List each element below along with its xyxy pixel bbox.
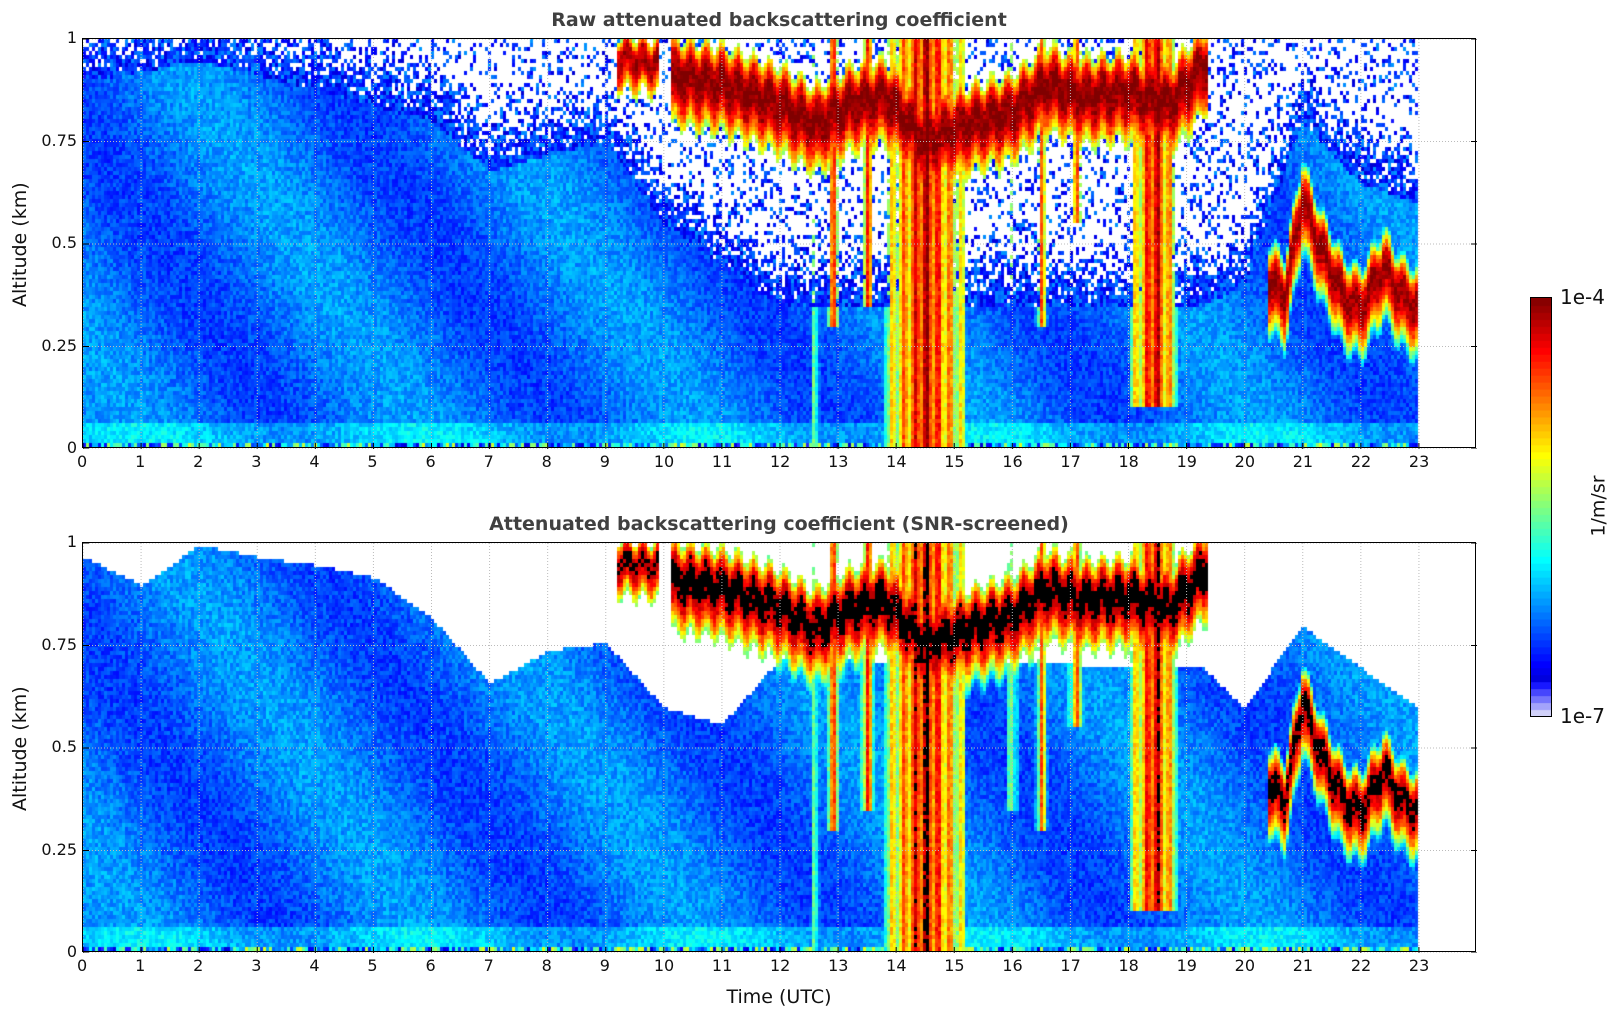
y-axis-label-raw: Altitude (km) [9,182,31,307]
y-tick-label: 0.25 [41,839,77,859]
x-tick-label: 14 [886,452,907,471]
x-tick-label: 11 [711,956,733,975]
x-tick-label: 13 [828,956,849,975]
x-tick-label: 8 [541,956,552,975]
y-tick-label: 0 [66,942,77,961]
y-tick-label: 0 [66,438,77,457]
x-tick-label: 20 [1234,452,1256,471]
x-tick-label: 9 [599,452,610,471]
x-tick-label: 18 [1118,452,1139,471]
heatmap-raw [82,38,1477,449]
x-tick-label: 2 [193,956,204,975]
colorbar-label: 1/m/sr [1587,475,1610,537]
x-tick-label: 4 [309,452,320,471]
colorbar-max-label: 1e-4 [1560,285,1605,309]
x-tick-label: 1 [135,452,146,471]
x-tick-label: 21 [1292,956,1314,975]
y-tick-label: 1 [66,532,77,551]
x-tick-label: 7 [483,452,494,471]
x-tick-label: 0 [77,956,88,975]
x-tick-label: 16 [1002,956,1023,975]
x-tick-label: 17 [1060,956,1081,975]
x-tick-label: 3 [251,956,262,975]
x-tick-label: 10 [653,452,675,471]
x-tick-label: 23 [1408,956,1430,975]
y-tick-label: 0.25 [41,335,77,355]
x-tick-label: 12 [770,452,791,471]
x-tick-label: 2 [193,452,204,471]
y-tick-label: 0.5 [51,737,77,756]
x-axis-label: Time (UTC) [726,986,832,1008]
x-tick-label: 18 [1118,956,1139,975]
x-tick-label: 20 [1234,956,1256,975]
x-tick-label: 4 [309,956,320,975]
x-tick-label: 19 [1176,956,1197,975]
colorbar [1530,297,1552,717]
heatmap-screened [82,542,1477,953]
x-tick-label: 22 [1350,956,1372,975]
y-axis-label-screened: Altitude (km) [9,686,31,811]
x-tick-label: 7 [483,956,494,975]
x-tick-label: 10 [653,956,675,975]
x-tick-label: 1 [135,956,146,975]
colorbar-min-label: 1e-7 [1560,704,1605,728]
x-tick-label: 16 [1002,452,1023,471]
x-tick-label: 6 [425,956,436,975]
y-tick-label: 0.75 [41,130,77,150]
x-tick-label: 15 [944,956,965,975]
x-tick-label: 5 [367,452,378,471]
heatmap-cells-raw [83,39,1475,447]
y-tick-label: 0.5 [51,233,77,252]
x-tick-label: 21 [1292,452,1314,471]
x-tick-label: 9 [599,956,610,975]
x-tick-label: 22 [1350,452,1372,471]
x-tick-label: 3 [251,452,262,471]
panel-title-screened: Attenuated backscattering coefficient (S… [489,513,1069,535]
x-tick-label: 15 [944,452,965,471]
x-tick-label: 17 [1060,452,1081,471]
x-tick-label: 6 [425,452,436,471]
x-tick-label: 14 [886,956,907,975]
x-tick-label: 19 [1176,452,1197,471]
x-tick-label: 12 [770,956,791,975]
panel-title-raw: Raw attenuated backscattering coefficien… [551,9,1007,31]
y-tick-label: 0.75 [41,634,77,654]
heatmap-cells-screened [83,543,1475,951]
y-tick-label: 1 [66,28,77,47]
x-tick-label: 23 [1408,452,1430,471]
x-tick-label: 13 [828,452,849,471]
x-tick-label: 8 [541,452,552,471]
x-tick-label: 11 [711,452,733,471]
x-tick-label: 5 [367,956,378,975]
x-tick-label: 0 [77,452,88,471]
